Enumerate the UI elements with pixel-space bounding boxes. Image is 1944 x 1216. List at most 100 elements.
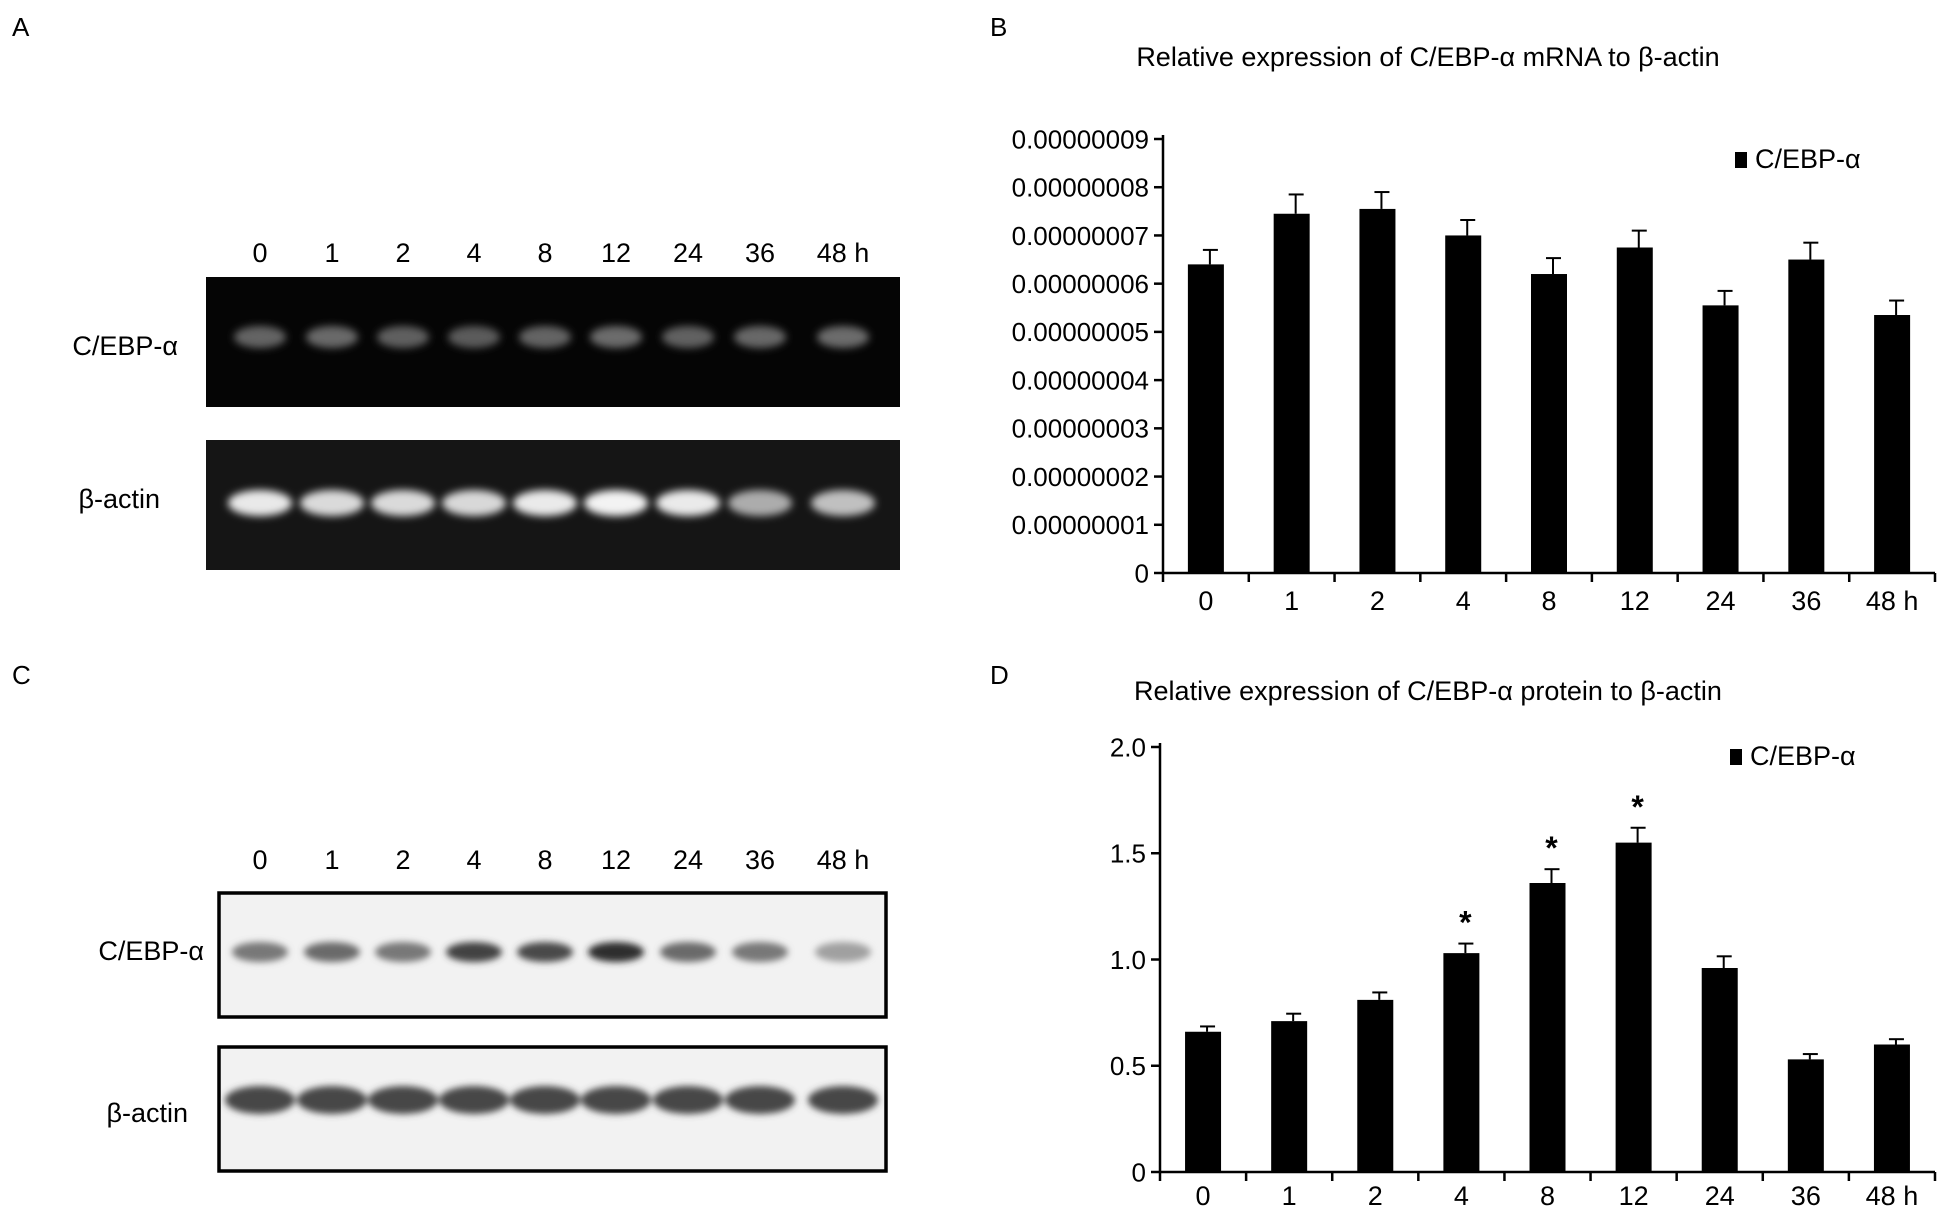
panel-c: C 0 1 2 4 8 12 24 36 48 h C/EBP-α β-actin: [12, 660, 888, 1173]
bar-chart-b: 0 0.00000001 0.00000002 0.00000003 0.0000000…: [1012, 124, 1937, 616]
panel-a: A 0 1 2 4 8 12 24 36 48 h C/EBP-α β-actin: [12, 12, 900, 570]
x-tick-label: 0: [1198, 586, 1213, 616]
blot-lane-label: 24: [673, 845, 703, 875]
y-tick-label: 0: [1135, 558, 1149, 588]
x-tick-label: 8: [1541, 586, 1556, 616]
y-tick-label: 0.00000004: [1012, 365, 1149, 395]
gel-bands-actin: [228, 490, 875, 516]
y-tick-label: 1.5: [1110, 839, 1146, 869]
significance-marker: *: [1459, 905, 1472, 941]
gel-lane-label: 0: [252, 238, 267, 268]
bar: [1185, 1031, 1222, 1172]
gel-cebp-band: [519, 326, 571, 348]
x-tick-label: 2: [1368, 1181, 1383, 1211]
blot-actin-band: [653, 1086, 723, 1114]
x-tick-label: 24: [1706, 586, 1736, 616]
x-tick-label: 1: [1282, 1181, 1297, 1211]
bar: [1529, 883, 1566, 1172]
gel-bands-cebp: [234, 326, 869, 348]
bar: [1443, 953, 1480, 1172]
blot-lane-label: 36: [745, 845, 775, 875]
bar: [1273, 213, 1310, 573]
y-tick-label: 0.00000009: [1012, 124, 1149, 154]
panel-letter-c: C: [12, 660, 31, 690]
y-tick-label: 0.00000007: [1012, 221, 1149, 251]
blot-row-label-cebp: C/EBP-α: [98, 936, 204, 966]
bar: [1701, 968, 1738, 1172]
panel-letter-d: D: [990, 660, 1009, 690]
x-tick-label: 36: [1791, 1181, 1821, 1211]
gel-cebp-band: [448, 326, 500, 348]
bar: [1359, 208, 1396, 573]
x-tick-label: 24: [1705, 1181, 1735, 1211]
gel-cebp-band: [234, 326, 286, 348]
blot-actin-band: [725, 1086, 795, 1114]
gel-cebp-band: [734, 326, 786, 348]
blot-actin-band: [297, 1086, 367, 1114]
legend-swatch: [1730, 749, 1742, 765]
blot-actin-band: [581, 1086, 651, 1114]
gel-cebp-band: [662, 326, 714, 348]
bar: [1874, 315, 1911, 573]
gel-actin-band: [656, 490, 720, 516]
chart-title-d: Relative expression of C/EBP-α protein t…: [1134, 676, 1722, 706]
blot-row-label-actin: β-actin: [106, 1098, 188, 1128]
bar-chart-d: 00.51.01.52.00 1 2 4*8*12*24 36 48 hC/EBP-α: [1110, 732, 1937, 1211]
blot-cebp-band: [588, 942, 644, 962]
blot-bands-cebp: [232, 942, 871, 962]
y-tick-label: 0.00000003: [1012, 414, 1149, 444]
gel-lane-label: 12: [601, 238, 631, 268]
y-tick-label: 0.00000005: [1012, 317, 1149, 347]
gel-actin-band: [584, 490, 648, 516]
gel-cebp-band: [306, 326, 358, 348]
bar: [1357, 999, 1394, 1172]
bar: [1702, 305, 1739, 573]
bar: [1615, 842, 1652, 1172]
panel-b: B Relative expression of C/EBP-α mRNA to…: [990, 12, 1937, 616]
x-tick-label: 12: [1620, 586, 1650, 616]
gel-cebp-band: [377, 326, 429, 348]
x-tick-label: 36: [1791, 586, 1821, 616]
blot-cebp-band: [732, 942, 788, 962]
gel-lane-label: 48 h: [817, 238, 870, 268]
blot-actin-band: [225, 1086, 295, 1114]
y-tick-label: 2.0: [1110, 732, 1146, 762]
blot-actin-band: [510, 1086, 580, 1114]
gel-actin-band: [371, 490, 435, 516]
gel-cebp-band: [817, 326, 869, 348]
blot-lane-label: 4: [466, 845, 481, 875]
x-tick-label: 8: [1540, 1181, 1555, 1211]
bar: [1531, 274, 1567, 573]
y-tick-label: 1.0: [1110, 945, 1146, 975]
x-tick-label: 4: [1454, 1181, 1469, 1211]
gel-lane-label: 4: [466, 238, 481, 268]
bar: [1271, 1021, 1308, 1172]
blot-cebp-band: [375, 942, 431, 962]
x-tick-label: 0: [1196, 1181, 1211, 1211]
panel-letter-a: A: [12, 12, 30, 42]
gel-actin-band: [228, 490, 292, 516]
legend-label: C/EBP-α: [1755, 144, 1861, 174]
bar: [1873, 1044, 1910, 1172]
gel-lane-label: 24: [673, 238, 703, 268]
blot-lane-label: 8: [537, 845, 552, 875]
blot-lane-label: 2: [395, 845, 410, 875]
gel-lane-label: 1: [324, 238, 339, 268]
blot-lane-labels: 0 1 2 4 8 12 24 36 48 h: [252, 845, 869, 875]
gel-row-label-actin: β-actin: [78, 484, 160, 514]
bar: [1788, 259, 1825, 573]
gel-lane-label: 8: [537, 238, 552, 268]
blot-cebp-band: [304, 942, 360, 962]
bar: [1616, 247, 1653, 573]
chart-title-b: Relative expression of C/EBP-α mRNA to β…: [1136, 42, 1719, 72]
significance-marker: *: [1631, 789, 1644, 825]
legend-label: C/EBP-α: [1750, 741, 1856, 771]
gel-cebp-band: [590, 326, 642, 348]
blot-lane-label: 48 h: [817, 845, 870, 875]
bar: [1445, 235, 1482, 573]
gel-lane-label: 36: [745, 238, 775, 268]
gel-actin-band: [811, 490, 875, 516]
gel-lane-labels: 0 1 2 4 8 12 24 36 48 h: [252, 238, 869, 268]
x-tick-label: 2: [1370, 586, 1385, 616]
